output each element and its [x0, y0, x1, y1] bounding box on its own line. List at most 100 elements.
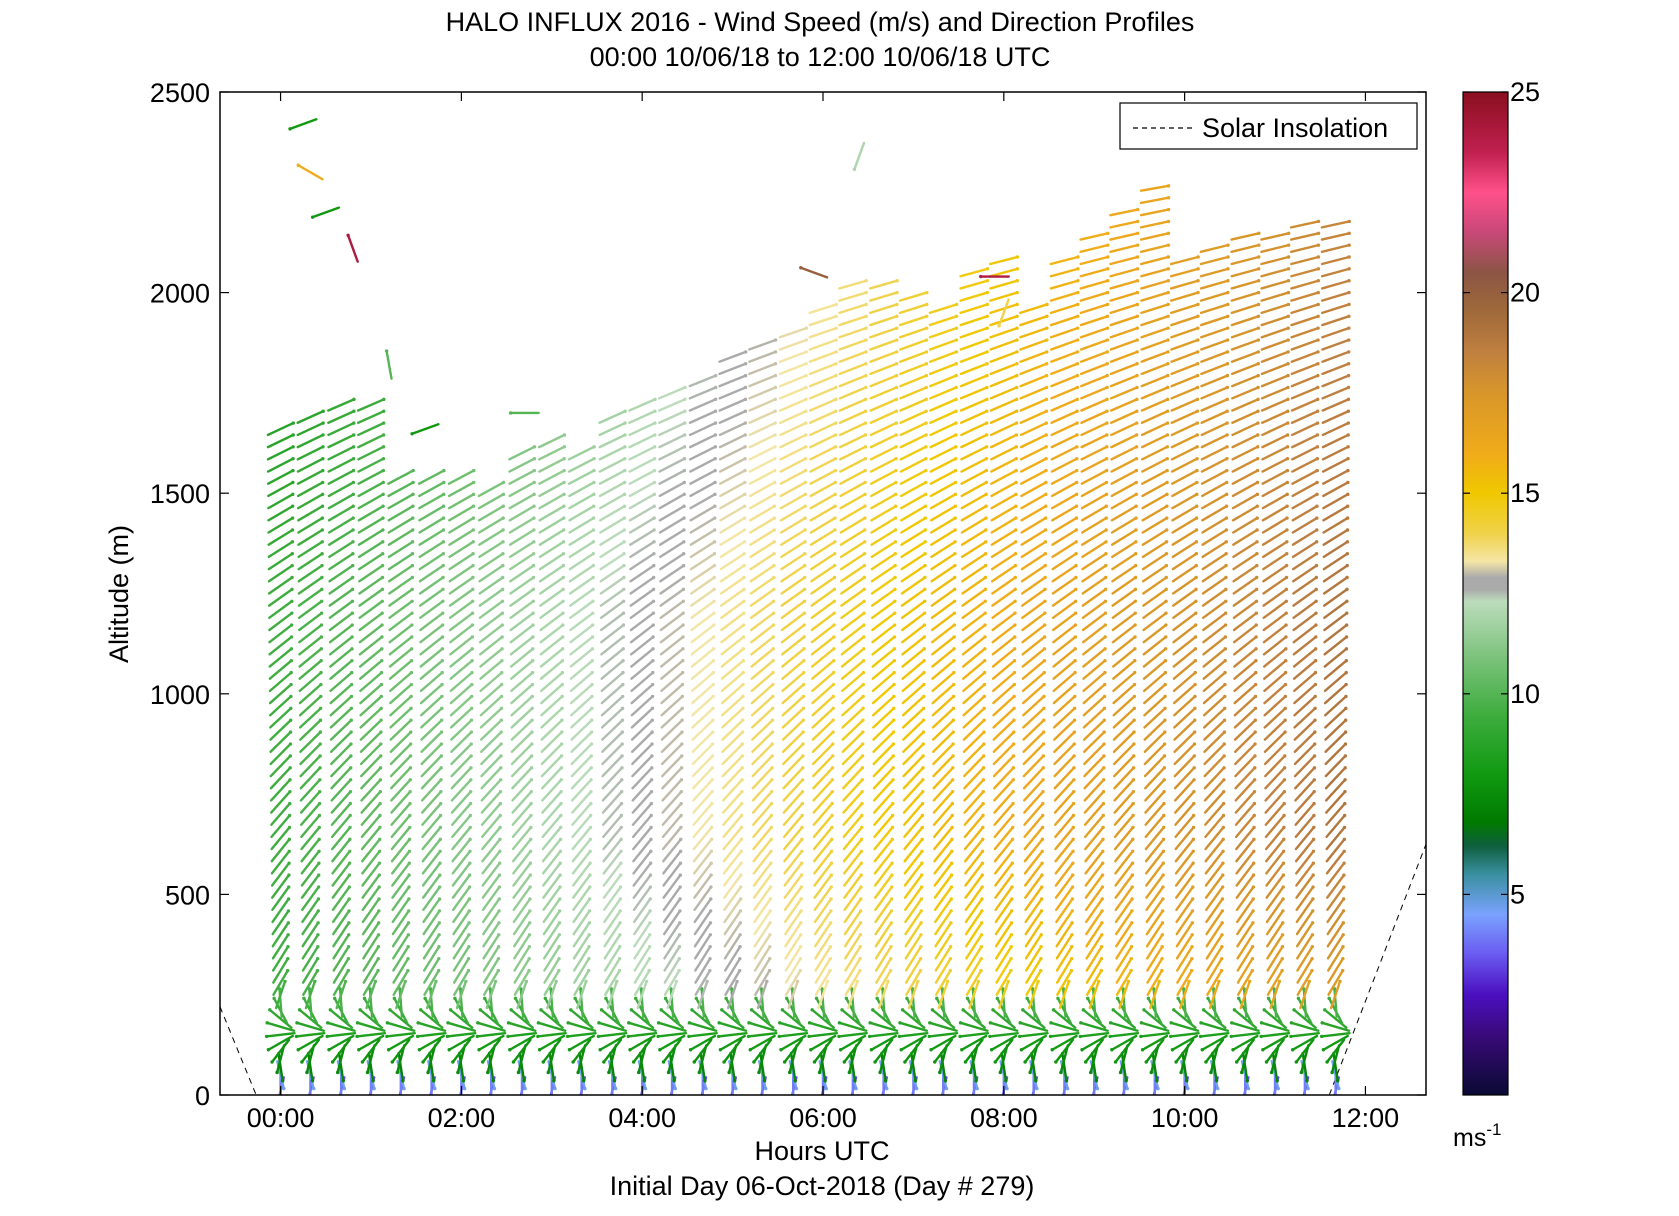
wind-barb-head [1132, 670, 1137, 675]
wind-barb-head [742, 575, 746, 580]
wind-barb [304, 980, 317, 1010]
wind-barb [808, 326, 838, 339]
wind-barb-head [1135, 314, 1140, 318]
wind-barb [346, 234, 359, 263]
wind-barb-head [560, 718, 564, 722]
wind-barb [1325, 1038, 1346, 1064]
wind-barb [1142, 600, 1168, 620]
wind-barb-head [985, 373, 989, 378]
wind-barb-head [440, 706, 444, 711]
wind-barb-head [591, 516, 596, 520]
wind-barb [267, 505, 294, 522]
wind-barb [448, 516, 475, 534]
wind-barb-head [536, 1021, 541, 1025]
wind-barb [1054, 826, 1075, 851]
wind-barb [362, 969, 380, 996]
wind-barb [1052, 683, 1077, 705]
wind-barb-head [1315, 457, 1320, 461]
wind-barb [928, 326, 958, 339]
wind-barb [990, 493, 1018, 510]
wind-barb-head [529, 789, 533, 794]
wind-barb [627, 1021, 657, 1032]
wind-barb-head [698, 1103, 701, 1106]
wind-barb-head [1160, 933, 1165, 937]
wind-barb [1140, 350, 1170, 363]
wind-barb [1261, 445, 1289, 461]
wind-barb [724, 957, 742, 984]
wind-barb-head [773, 457, 777, 461]
wind-barb [569, 671, 594, 693]
wind-barb [1141, 469, 1169, 485]
wind-barb-head [954, 433, 958, 437]
wind-barb [690, 611, 716, 632]
wind-barb-head [1070, 909, 1074, 913]
wind-barb-head [1313, 742, 1317, 746]
wind-barb [690, 576, 716, 595]
wind-barb-head [949, 873, 954, 877]
wind-barb-head [708, 921, 713, 925]
wind-barb [511, 838, 532, 863]
wind-barb-head [1075, 421, 1079, 425]
wind-barb-head [1345, 587, 1349, 592]
wind-barb-head [770, 706, 775, 711]
wind-barb-head [1059, 1103, 1062, 1106]
wind-barb-head [634, 996, 638, 1001]
wind-barb [722, 861, 743, 887]
wind-barb [1140, 291, 1170, 302]
wind-barb-head [291, 445, 295, 449]
wind-barb-head [718, 1048, 723, 1052]
wind-barb-head [1140, 1048, 1145, 1052]
wind-barb [780, 564, 806, 583]
wind-barb-head [1223, 623, 1228, 627]
wind-barb-head [381, 504, 385, 508]
wind-barb [1290, 398, 1319, 412]
wind-barb [870, 469, 898, 485]
wind-barb-head [832, 587, 837, 592]
wind-barb [689, 457, 717, 473]
wind-barb [600, 707, 624, 729]
wind-barb [970, 1051, 978, 1082]
wind-barb-head [828, 933, 833, 937]
wind-barb [601, 766, 624, 790]
wind-barb-head [1224, 504, 1229, 508]
y-tick-label: 500 [165, 880, 210, 910]
wind-barb [874, 897, 893, 924]
wind-barb [1174, 850, 1195, 875]
wind-barb [928, 315, 958, 327]
wind-barb-head [1009, 968, 1013, 973]
wind-barb [450, 742, 473, 766]
wind-barb-head [469, 778, 473, 782]
wind-barb [1113, 766, 1135, 790]
chart-title: HALO INFLUX 2016 - Wind Speed (m/s) and … [446, 7, 1195, 37]
wind-barb-head [321, 409, 325, 413]
wind-barb-head [1165, 516, 1169, 520]
wind-barb [1144, 814, 1166, 839]
wind-barb-head [531, 599, 535, 603]
wind-barb-head [768, 933, 772, 937]
wind-barb [571, 826, 592, 851]
wind-barb [720, 635, 745, 656]
wind-barb [451, 1038, 472, 1064]
wind-barb [598, 469, 626, 485]
wind-barb-head [528, 897, 532, 901]
wind-barb-head [892, 706, 896, 711]
wind-barb-head [801, 706, 806, 711]
wind-barb-head [963, 1060, 968, 1064]
wind-barb [841, 754, 864, 778]
wind-barb [330, 754, 353, 778]
wind-barb-head [1071, 801, 1076, 806]
wind-barb [904, 897, 923, 924]
wind-barb-head [1044, 421, 1049, 425]
wind-barb-head [787, 1070, 792, 1075]
wind-barb-head [1251, 897, 1255, 901]
y-tick-label: 2000 [150, 279, 210, 309]
wind-barb-head [347, 897, 351, 901]
wind-barb-head [682, 468, 687, 473]
wind-barb [298, 635, 323, 656]
wind-barb-head [1132, 682, 1137, 687]
wind-barb [1201, 505, 1228, 522]
wind-barb [1112, 707, 1136, 729]
wind-barb-head [772, 552, 776, 556]
wind-barb [391, 885, 411, 911]
wind-barb-head [409, 682, 413, 687]
